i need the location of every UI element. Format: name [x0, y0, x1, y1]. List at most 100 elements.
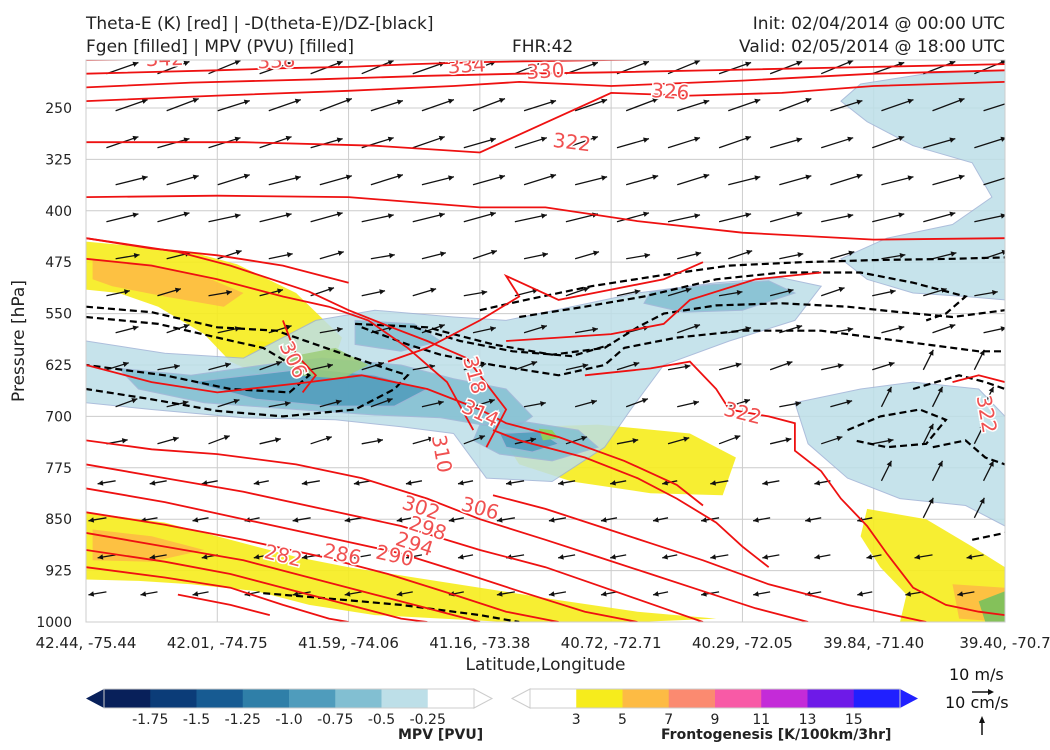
x-tick-label: 41.16, -73.38 [429, 634, 530, 652]
wind-arrow-head [301, 480, 308, 486]
fgen-fill-region [92, 529, 205, 562]
wind-arrow-head [253, 554, 260, 560]
wind-arrow-head [458, 554, 464, 560]
wind-arrow-head [243, 99, 250, 105]
wind-arrow-head [937, 386, 943, 393]
fgen-colorbar-swatch [530, 689, 577, 708]
wind-arrow [574, 176, 608, 186]
wind-arrow-head [695, 251, 702, 257]
wind-arrow [872, 136, 905, 149]
wind-arrow-head [396, 517, 403, 523]
wind-arrow-head [174, 287, 181, 293]
theta-e-contour [86, 60, 171, 61]
wind-arrow-head [458, 480, 464, 486]
wind-arrow-head [123, 289, 130, 295]
wind-arrow-head [479, 435, 486, 441]
wind-arrow-head [847, 327, 854, 333]
wind-arrow-head [353, 554, 360, 560]
wind-arrow-head [387, 213, 394, 219]
wind-arrow [718, 213, 752, 223]
wind-arrow-head [581, 435, 588, 442]
wind-arrow-head [846, 399, 853, 405]
mpv-colorbar-tick: -1.25 [225, 712, 261, 728]
wind-arrow [667, 214, 701, 223]
wind-arrow [361, 214, 394, 223]
wind-arrow [677, 174, 710, 186]
wind-arrow [779, 175, 812, 186]
wind-arrow [157, 138, 190, 149]
wind-arrow-head [785, 437, 792, 443]
x-tick-label: 42.01, -74.75 [167, 634, 268, 652]
wind-arrow [106, 213, 139, 223]
wind-vectors [88, 60, 1005, 597]
wind-arrow-head [174, 364, 180, 370]
fgen-fill-region [92, 258, 244, 307]
wind-arrow-head [540, 136, 547, 142]
wind-arrow-head [377, 438, 383, 444]
wind-arrow-head [734, 435, 741, 441]
theta-e-contour [177, 593, 271, 616]
wind-arrow-head [286, 252, 293, 258]
wind-arrow-head [1001, 249, 1005, 256]
mpv-colorbar-swatch [427, 689, 475, 708]
wind-arrow-head [428, 436, 434, 442]
wind-arrow [268, 98, 301, 112]
wind-arrow-head [928, 423, 934, 430]
wind-arrow-head [745, 212, 752, 218]
theta-e-contour [86, 60, 696, 75]
y-tick-label: 700 [45, 409, 72, 425]
wind-arrow [830, 99, 863, 112]
wind-arrow-head [540, 401, 546, 407]
wind-arrow-head [499, 97, 506, 104]
theta-e-label: 302 [399, 490, 443, 525]
wind-arrow [769, 212, 803, 223]
wind-arrow-head [132, 135, 139, 142]
wind-arrow [259, 213, 292, 223]
wind-arrow-head [632, 438, 639, 444]
wind-arrow-head [437, 400, 444, 406]
x-tick-label: 40.29, -72.05 [692, 634, 793, 652]
wind-arrow-head [490, 326, 496, 332]
wind-arrow-head [97, 480, 104, 486]
theta-e-contour [86, 549, 428, 622]
wind-arrow [208, 214, 241, 223]
theta-e-contour [86, 439, 809, 622]
fgen-colorbar-tick: 5 [618, 712, 627, 728]
y-tick-label: 850 [45, 512, 72, 528]
wind-arrow [616, 138, 650, 149]
theta-e-contour [952, 374, 1005, 383]
ddz-contour [519, 271, 968, 322]
wind-arrow-head [430, 287, 437, 293]
wind-arrow [115, 98, 148, 112]
wind-arrow-head [898, 325, 905, 331]
fgen-colorbar-label: Frontogenesis [K/100km/3hr] [661, 727, 892, 743]
wind-arrow-head [1000, 136, 1005, 142]
wind-arrow-head [226, 289, 232, 296]
fgen-colorbar-swatch [622, 689, 670, 708]
wind-arrow-head [693, 400, 699, 406]
wind-arrow [421, 98, 455, 112]
wind-arrow-head [736, 289, 743, 296]
wind-arrow [166, 175, 199, 186]
wind-arrow-head [328, 286, 335, 293]
wind-arrow-head [694, 323, 701, 330]
wind-arrow [412, 61, 445, 75]
ddz-contour [912, 374, 1005, 391]
mpv-colorbar-swatch [335, 689, 382, 708]
theta-e-label: 334 [447, 52, 486, 78]
wind-arrow-head [966, 554, 973, 560]
wind-arrow-head [848, 250, 855, 256]
wind-arrow-head [122, 361, 129, 367]
wind-arrow-head [285, 135, 292, 142]
wind-arrow-head [389, 252, 395, 259]
wind-arrow-head [887, 438, 894, 444]
mpv-colorbar-frame [103, 688, 475, 709]
wind-arrow-head [234, 60, 241, 66]
wind-arrow-head [132, 61, 139, 67]
wind-arrow-head [132, 325, 139, 331]
wind-arrow-head [192, 517, 199, 523]
wind-arrow [412, 136, 445, 149]
wind-arrow [208, 60, 241, 75]
wind-arrow-head [488, 398, 495, 405]
